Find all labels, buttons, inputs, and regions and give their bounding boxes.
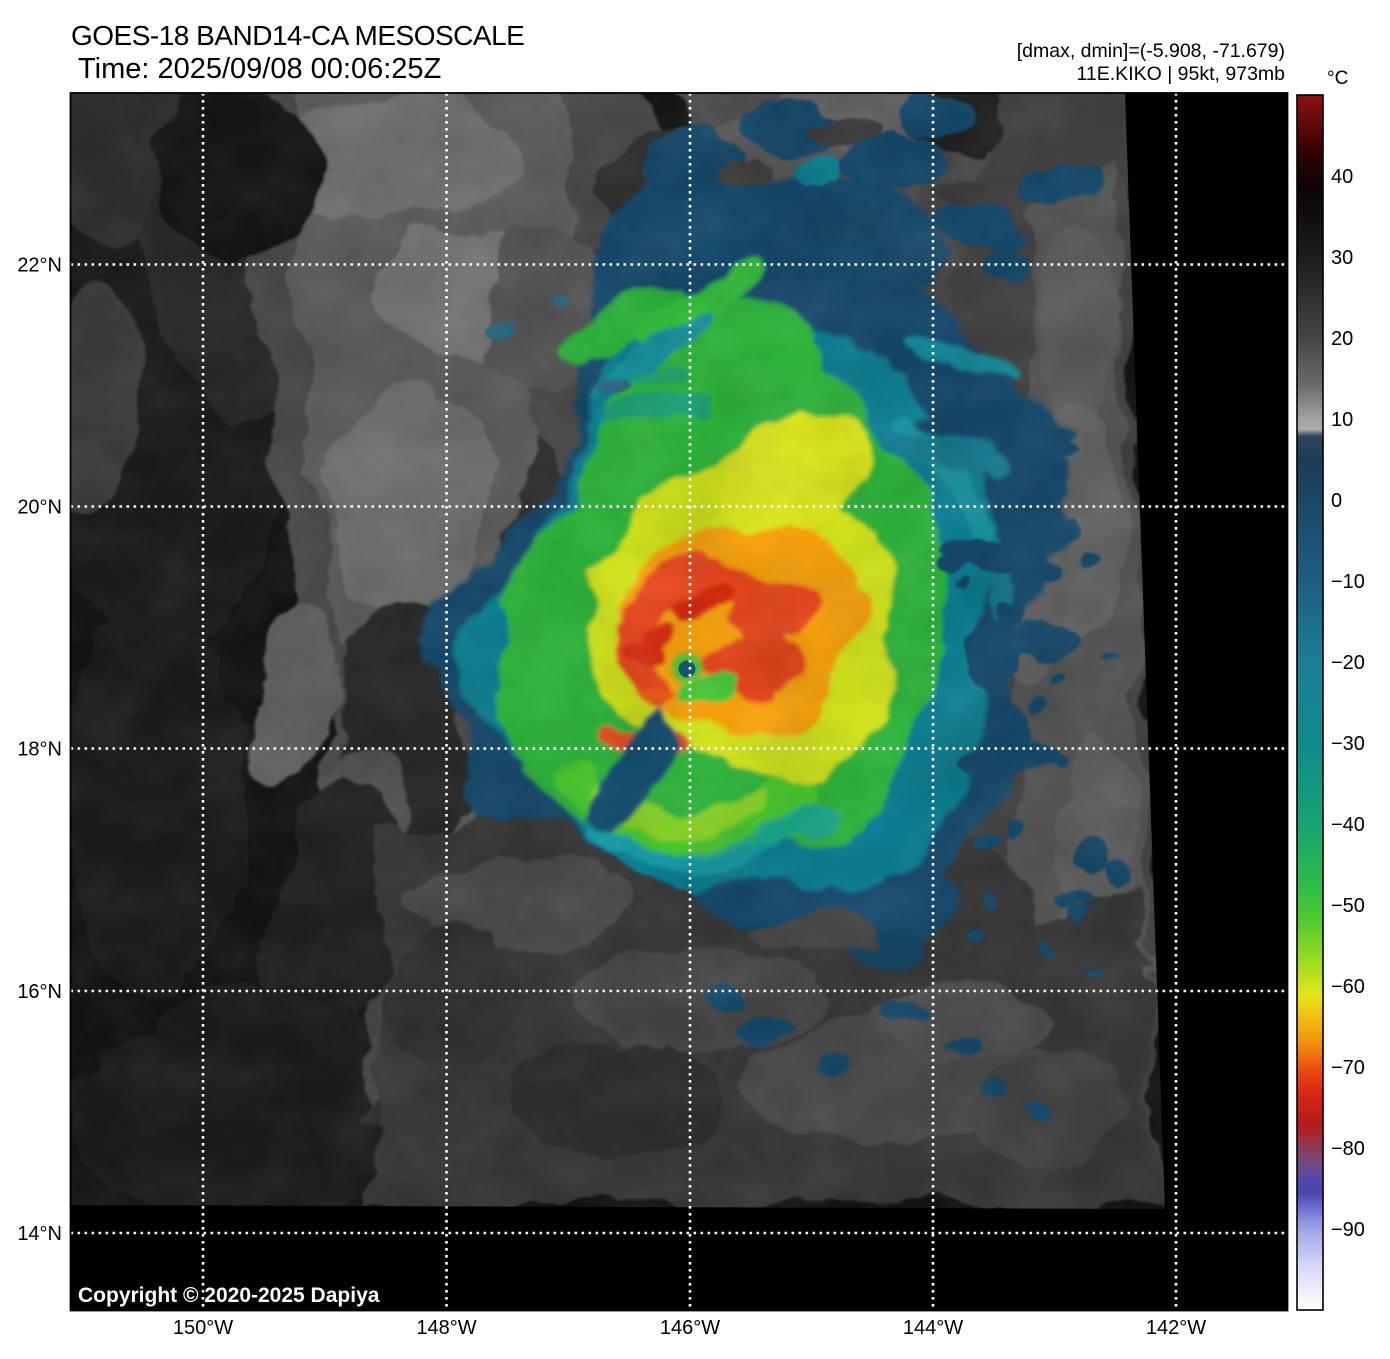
svg-text:146°W: 146°W [660, 1317, 720, 1339]
svg-text:20: 20 [1331, 328, 1353, 350]
svg-text:144°W: 144°W [903, 1317, 963, 1339]
svg-text:18°N: 18°N [17, 739, 62, 761]
svg-text:30: 30 [1331, 247, 1353, 269]
svg-text:0: 0 [1331, 490, 1342, 512]
svg-text:142°W: 142°W [1146, 1317, 1206, 1339]
svg-text:[dmax, dmin]=(-5.908, -71.679): [dmax, dmin]=(-5.908, -71.679) [1017, 40, 1285, 62]
svg-text:−30: −30 [1331, 733, 1365, 755]
svg-text:−40: −40 [1331, 814, 1365, 836]
svg-text:−70: −70 [1331, 1057, 1365, 1079]
svg-text:22°N: 22°N [17, 255, 62, 277]
svg-text:−80: −80 [1331, 1138, 1365, 1160]
svg-text:148°W: 148°W [416, 1317, 476, 1339]
svg-text:GOES-18 BAND14-CA MESOSCALE: GOES-18 BAND14-CA MESOSCALE [71, 20, 524, 51]
svg-text:−50: −50 [1331, 895, 1365, 917]
svg-text:150°W: 150°W [173, 1317, 233, 1339]
svg-text:10: 10 [1331, 409, 1353, 431]
svg-text:Time: 2025/09/08 00:06:25Z: Time: 2025/09/08 00:06:25Z [78, 53, 441, 85]
svg-text:11E.KIKO | 95kt, 973mb: 11E.KIKO | 95kt, 973mb [1077, 63, 1286, 85]
svg-text:°C: °C [1327, 68, 1348, 89]
svg-text:14°N: 14°N [17, 1223, 62, 1245]
svg-text:40: 40 [1331, 166, 1353, 188]
svg-text:16°N: 16°N [17, 981, 62, 1003]
svg-text:−60: −60 [1331, 976, 1365, 998]
svg-text:−90: −90 [1331, 1219, 1365, 1241]
svg-text:−20: −20 [1331, 652, 1365, 674]
svg-text:20°N: 20°N [17, 497, 62, 519]
svg-text:Copyright © 2020-2025 Dapiya: Copyright © 2020-2025 Dapiya [78, 1284, 380, 1307]
svg-text:−10: −10 [1331, 571, 1365, 593]
